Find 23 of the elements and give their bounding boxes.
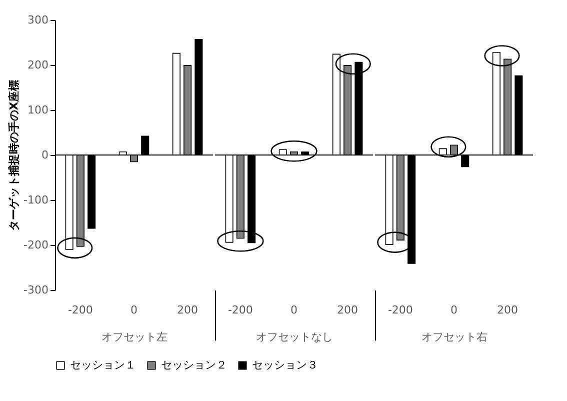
x-tick-label: 0	[450, 304, 458, 316]
legend-label: セッション２	[161, 358, 227, 372]
x-tick-label: -200	[388, 304, 413, 316]
x-tick-label: -200	[228, 304, 253, 316]
x-tick-label: -200	[68, 304, 93, 316]
y-tick-label: 0	[42, 148, 48, 162]
legend-label: セッション３	[252, 358, 318, 372]
y-tick-label: 300	[28, 14, 48, 26]
x-axis-title: オフセット右	[422, 330, 488, 344]
x-axis-title: オフセットなし	[256, 330, 333, 344]
y-tick-label: 200	[28, 58, 48, 72]
legend-label: セッション１	[70, 358, 136, 372]
x-tick-label: 200	[497, 304, 518, 316]
y-tick-label: -100	[24, 194, 48, 206]
x-axis-title: オフセット左	[102, 330, 168, 344]
x-tick-label: 0	[290, 304, 298, 316]
y-axis-title: ターゲット捕捉時の手のX座標	[8, 80, 21, 232]
x-tick-label: 0	[130, 304, 138, 316]
x-tick-label: 200	[177, 304, 198, 316]
y-tick-label: 100	[28, 104, 48, 116]
y-tick-label: -300	[24, 284, 48, 296]
y-tick-label: -200	[24, 238, 48, 252]
x-tick-label: 200	[337, 304, 358, 316]
